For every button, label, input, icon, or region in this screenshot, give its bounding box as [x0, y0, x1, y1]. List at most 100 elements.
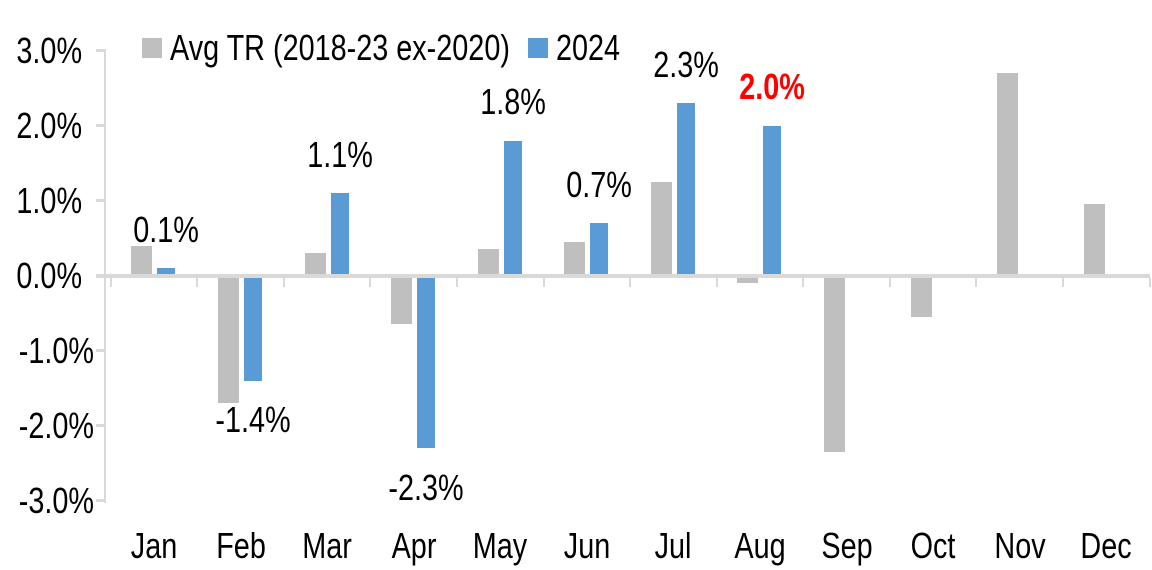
bar-2024-jan [157, 268, 176, 276]
bar-2024-aug [763, 125, 782, 276]
legend-label-2024: 2024 [556, 27, 621, 68]
legend-swatch-blue-icon [528, 38, 548, 58]
x-axis-label-aug: Aug [650, 528, 870, 564]
bar-2024-apr [417, 275, 436, 448]
x-axis-tick [369, 277, 372, 287]
x-axis-label-jan-text: Jan [130, 525, 178, 566]
x-axis-label-jun: Jun [477, 528, 697, 564]
legend-item-avg-tr: Avg TR (2018-23 ex-2020) [142, 30, 595, 66]
y-axis-label-1.0: 1.0% [0, 183, 82, 219]
x-axis-tick [629, 277, 632, 287]
legend-item-2024: 2024 [528, 30, 636, 66]
data-label-apr: -2.3% [316, 466, 536, 508]
bar-avg-tr-dec [1083, 204, 1105, 276]
y-axis-label-3.0: 3.0% [0, 33, 82, 69]
x-axis-tick [1148, 277, 1151, 287]
x-axis-label-sep-text: Sep [820, 525, 873, 566]
bar-avg-tr-feb [218, 275, 240, 403]
x-axis-label-may: May [390, 528, 610, 564]
x-axis-label-jul: Jul [563, 528, 783, 564]
bar-avg-tr-aug [737, 275, 759, 283]
x-axis-label-jun-text: Jun [563, 525, 611, 566]
x-axis-label-apr-text: Apr [391, 525, 437, 566]
x-axis-label-nov-text: Nov [994, 525, 1046, 566]
data-label-feb: -1.4% [143, 402, 363, 438]
x-axis-tick [1061, 277, 1064, 287]
data-label-feb-text: -1.4% [215, 399, 291, 440]
bar-2024-may [503, 140, 522, 276]
bar-2024-mar [330, 193, 349, 276]
data-label-jul-text: 2.3% [653, 43, 719, 85]
x-axis-label-mar: Mar [217, 528, 437, 564]
y-axis-tick [96, 124, 105, 127]
y-axis-label--1.0: -1.0% [0, 333, 94, 369]
x-axis-tick [975, 277, 978, 287]
data-label-may-text: 1.8% [479, 81, 546, 122]
x-axis-tick [109, 277, 112, 287]
x-axis-tick [455, 277, 458, 287]
x-axis-tick [196, 277, 199, 287]
x-axis-label-dec: Dec [996, 528, 1152, 564]
y-axis-tick [96, 199, 105, 202]
data-label-mar: 1.1% [230, 133, 450, 175]
bar-2024-jun [590, 223, 609, 276]
x-axis-label-mar-text: Mar [302, 525, 352, 566]
y-axis-tick [96, 499, 105, 502]
data-label-may: 1.8% [403, 84, 623, 120]
data-label-jan: 0.1% [56, 208, 276, 250]
bar-avg-tr-nov [997, 73, 1019, 276]
bar-2024-jul [676, 103, 695, 276]
x-axis-label-feb-text: Feb [215, 525, 266, 566]
y-axis-label--2.0-text: -2.0% [18, 405, 95, 446]
x-axis-tick [888, 277, 891, 287]
x-axis-label-sep: Sep [737, 528, 957, 564]
data-label-jan-text: 0.1% [133, 208, 200, 250]
x-axis-label-feb: Feb [131, 528, 351, 564]
data-label-aug-text: 2.0% [739, 66, 806, 107]
bar-avg-tr-sep [824, 275, 846, 452]
x-axis-label-may-text: May [473, 525, 528, 566]
bar-avg-tr-may [477, 249, 499, 276]
bar-avg-tr-mar [304, 253, 326, 276]
x-axis-tick [715, 277, 718, 287]
y-axis-label--3.0: -3.0% [0, 483, 94, 519]
x-axis-label-nov: Nov [910, 528, 1130, 564]
x-axis-label-apr: Apr [304, 528, 524, 564]
y-axis-tick [96, 49, 105, 52]
x-axis-line [96, 273, 1150, 278]
y-axis-label--3.0-text: -3.0% [18, 480, 95, 521]
y-axis-label-1.0-text: 1.0% [16, 180, 83, 221]
y-axis-tick [96, 349, 105, 352]
legend-swatch-gray-icon [142, 38, 162, 58]
bar-avg-tr-jan [131, 245, 153, 276]
x-axis-tick [542, 277, 545, 287]
y-axis-label-2.0: 2.0% [0, 108, 82, 144]
bar-avg-tr-apr [391, 275, 413, 325]
y-axis-label--1.0-text: -1.0% [18, 330, 95, 371]
x-axis-label-oct: Oct [823, 528, 1043, 564]
x-axis-label-jul-text: Jul [654, 525, 692, 566]
x-axis-label-aug-text: Aug [734, 525, 786, 566]
y-axis-label-3.0-text: 3.0% [16, 30, 83, 71]
y-axis-label--2.0: -2.0% [0, 408, 94, 444]
data-label-jun-text: 0.7% [566, 163, 633, 205]
data-label-jun: 0.7% [489, 163, 709, 205]
y-axis-label-0.0-text: 0.0% [16, 255, 83, 296]
bar-2024-feb [244, 275, 263, 381]
data-label-mar-text: 1.1% [306, 133, 373, 175]
data-label-apr-text: -2.3% [388, 466, 464, 508]
x-axis-tick [802, 277, 805, 287]
data-label-aug: 2.0% [662, 69, 882, 105]
bar-avg-tr-jul [650, 181, 672, 276]
y-axis-tick [96, 424, 105, 427]
y-axis-label-0.0: 0.0% [0, 258, 82, 294]
legend-label-avg-tr: Avg TR (2018-23 ex-2020) [170, 27, 510, 68]
bar-avg-tr-jun [564, 241, 586, 276]
x-axis-label-jan: Jan [44, 528, 264, 564]
data-label-jul: 2.3% [576, 43, 796, 85]
x-axis-tick [282, 277, 285, 287]
x-axis-label-oct-text: Oct [910, 525, 956, 566]
x-axis-label-dec-text: Dec [1080, 525, 1132, 566]
bar-avg-tr-oct [910, 275, 932, 317]
